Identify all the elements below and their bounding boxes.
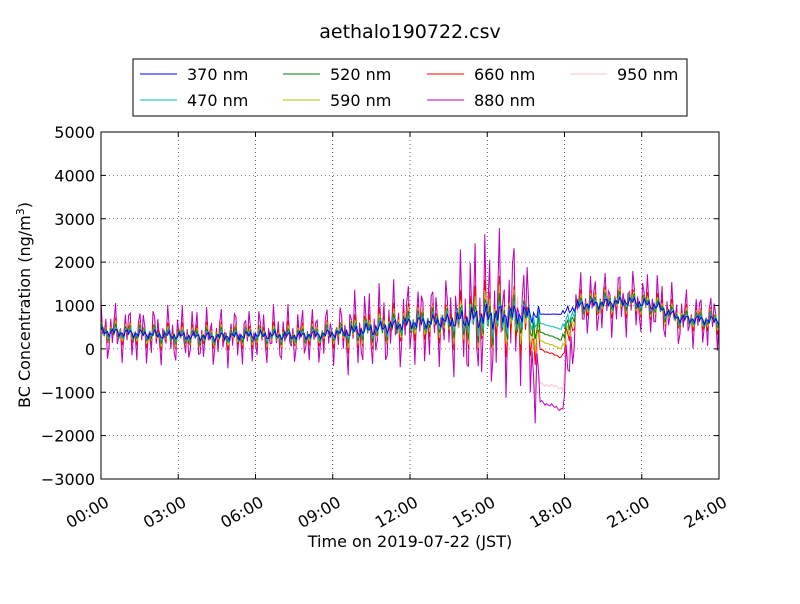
legend: 370 nm 470 nm 520 nm 590 nm 660 nm 880 nm 950 … <box>132 58 688 117</box>
y-tick-label: 4000 <box>54 166 95 185</box>
legend-label: 520 nm <box>330 65 391 84</box>
series-line <box>101 227 719 424</box>
y-tick-label: 5000 <box>54 123 95 142</box>
x-tick-label: 24:00 <box>681 492 730 532</box>
legend-label: 470 nm <box>187 91 248 110</box>
y-tick-label: 1000 <box>54 297 95 316</box>
legend-label: 880 nm <box>474 91 535 110</box>
x-axis-label: Time on 2019-07-22 (JST) <box>307 532 512 551</box>
legend-label: 660 nm <box>474 65 535 84</box>
x-tick-label: 06:00 <box>217 492 266 532</box>
legend-frame <box>132 58 688 117</box>
legend-label: 950 nm <box>617 65 678 84</box>
chart-title: aethalo190722.csv <box>319 21 501 43</box>
series-lines <box>101 227 719 424</box>
y-tick-label: 3000 <box>54 210 95 229</box>
x-tick-label: 00:00 <box>63 492 112 532</box>
x-tick-label: 12:00 <box>372 492 421 532</box>
y-tick-label: 0 <box>85 340 95 359</box>
y-axis-label: BC Concentration (ng/m3) <box>14 202 34 408</box>
y-axis-label-close: ) <box>15 202 34 208</box>
y-axis-label-sup: 3 <box>14 208 27 215</box>
legend-label: 370 nm <box>187 65 248 84</box>
x-tick-label: 21:00 <box>604 492 653 532</box>
y-tick-label: 2000 <box>54 253 95 272</box>
y-tick-label: −1000 <box>41 383 95 402</box>
series-line <box>101 295 719 344</box>
y-axis-label-base: BC Concentration (ng/m <box>15 215 34 408</box>
x-tick-label: 09:00 <box>295 492 344 532</box>
y-tick-label: −2000 <box>41 427 95 446</box>
x-tick-label: 18:00 <box>526 492 575 532</box>
x-tick-label: 03:00 <box>140 492 189 532</box>
grid <box>101 132 719 479</box>
x-tick-label: 15:00 <box>449 492 498 532</box>
legend-label: 590 nm <box>330 91 391 110</box>
y-tick-label: −3000 <box>41 470 95 489</box>
